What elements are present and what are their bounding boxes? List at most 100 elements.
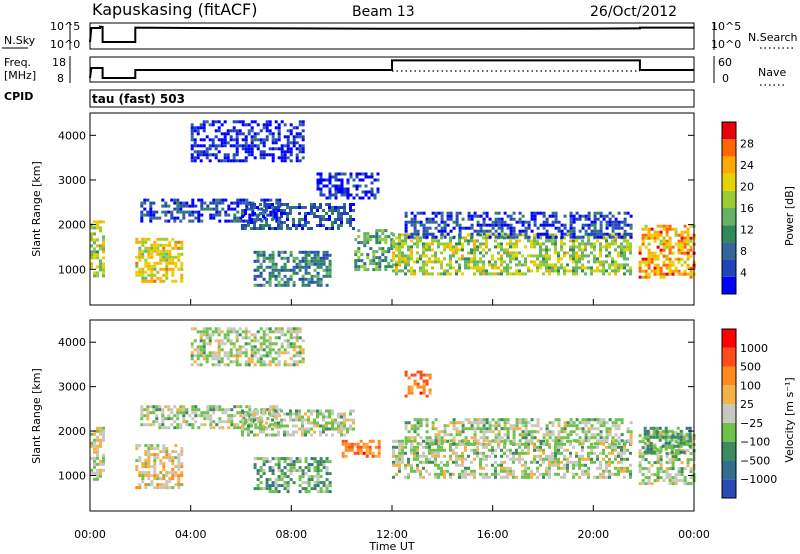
velocity-ytick-label-0: 1000 bbox=[58, 469, 86, 482]
sky-noise-series bbox=[89, 25, 694, 43]
velocity-panel: 1000 2000 3000 4000 Slant Range [km] 1000 50… bbox=[30, 299, 796, 553]
frequency-ylabel-line1: Freq. bbox=[4, 56, 31, 69]
xtick-label-3: 12:00 bbox=[376, 528, 408, 541]
power-cells bbox=[90, 120, 696, 287]
cpid-label: CPID bbox=[4, 90, 33, 103]
time-xticks: 00:00 04:00 08:00 12:00 16:00 20:00 00:00 bbox=[74, 299, 710, 541]
velocity-colorbar-cell-6 bbox=[722, 366, 736, 386]
station-title: Kapuskasing (fitACF) bbox=[92, 0, 257, 19]
cpid-panel: CPID tau (fast) 503 bbox=[4, 89, 695, 108]
power-colorbar-tick-4: 12 bbox=[740, 224, 754, 237]
frequency-tick-bottom: 8 bbox=[57, 72, 64, 85]
sky-noise-right-tick-bottom: 10^0 bbox=[711, 38, 741, 51]
power-ytick-label-2: 3000 bbox=[58, 174, 86, 187]
velocity-colorbar-cell-8 bbox=[722, 329, 736, 348]
power-cluster-9 bbox=[253, 250, 332, 287]
power-cluster-2 bbox=[140, 198, 282, 223]
power-cluster-8 bbox=[190, 120, 305, 163]
velocity-colorbar-label: Velocity [m s⁻¹] bbox=[783, 377, 796, 462]
power-ytick-label-3: 4000 bbox=[58, 129, 86, 142]
power-yticks: 1000 2000 3000 4000 bbox=[58, 129, 694, 276]
velocity-colorbar-cell-7 bbox=[722, 347, 736, 367]
power-cluster-0 bbox=[90, 220, 105, 278]
frequency-right-tick-top: 60 bbox=[718, 56, 732, 69]
power-colorbar-tick-6: 4 bbox=[740, 267, 747, 280]
xtick-label-1: 04:00 bbox=[175, 528, 207, 541]
power-colorbar-cell-2 bbox=[722, 242, 736, 260]
velocity-ylabel: Slant Range [km] bbox=[30, 368, 43, 464]
power-cluster-1 bbox=[135, 237, 184, 283]
velocity-colorbar-tick-3: 25 bbox=[740, 398, 754, 411]
velocity-colorbar-cell-0 bbox=[722, 479, 736, 498]
velocity-cluster-0 bbox=[90, 426, 105, 481]
power-colorbar-frame bbox=[721, 121, 737, 295]
power-colorbar-label: Power [dB] bbox=[783, 186, 796, 246]
sky-noise-series-0-seg-0 bbox=[89, 25, 694, 43]
frequency-right-tick-bottom: 0 bbox=[722, 72, 729, 85]
power-ytick-label-0: 1000 bbox=[58, 263, 86, 276]
velocity-colorbar-tick-6: −500 bbox=[740, 454, 770, 467]
frequency-series-0-seg-0 bbox=[89, 59, 694, 79]
velocity-colorbar-cell-2 bbox=[722, 441, 736, 461]
velocity-ytick-label-1: 2000 bbox=[58, 425, 86, 438]
frequency-right-label: Nave bbox=[758, 66, 786, 79]
sky-noise-tick-top: 10^5 bbox=[50, 20, 80, 33]
power-panel: 1000 2000 3000 4000 Slant Range [km] 28 24 20… bbox=[30, 112, 796, 306]
velocity-colorbar-tick-4: −25 bbox=[740, 417, 763, 430]
velocity-colorbar-tick-2: 100 bbox=[740, 379, 761, 392]
power-colorbar-cell-0 bbox=[722, 276, 736, 294]
beam-title: Beam 13 bbox=[352, 4, 415, 20]
power-colorbar-cell-3 bbox=[722, 225, 736, 243]
velocity-cluster-11 bbox=[404, 370, 432, 398]
power-colorbar-tick-0: 28 bbox=[740, 138, 754, 151]
velocity-cells bbox=[90, 327, 696, 494]
velocity-cluster-9 bbox=[190, 327, 305, 367]
power-cluster-6 bbox=[404, 211, 633, 239]
power-colorbar-cell-6 bbox=[722, 173, 736, 191]
velocity-ytick-label-3: 4000 bbox=[58, 336, 86, 349]
velocity-cluster-3 bbox=[241, 409, 355, 437]
velocity-colorbar-cell-1 bbox=[722, 460, 736, 480]
xtick-label-0: 00:00 bbox=[74, 528, 106, 541]
power-colorbar-tick-5: 8 bbox=[740, 245, 747, 258]
velocity-colorbar-tick-5: −100 bbox=[740, 436, 770, 449]
frequency-ylabel-line2: [MHz] bbox=[4, 69, 36, 82]
velocity-colorbar-tick-1: 500 bbox=[740, 361, 761, 374]
power-cluster-3 bbox=[241, 203, 355, 230]
velocity-colorbar-frame bbox=[721, 328, 737, 499]
xtick-label-5: 20:00 bbox=[577, 528, 609, 541]
power-ylabel: Slant Range [km] bbox=[30, 161, 43, 257]
cpid-annotation: tau (fast) 503 bbox=[92, 92, 185, 106]
velocity-cluster-2 bbox=[140, 405, 282, 430]
xtick-label-6: 00:00 bbox=[678, 528, 710, 541]
power-ytick-label-1: 2000 bbox=[58, 219, 86, 232]
power-cluster-5 bbox=[392, 233, 632, 276]
time-xlabel: Time UT bbox=[368, 540, 414, 553]
power-cluster-4 bbox=[354, 229, 394, 272]
velocity-cluster-5 bbox=[392, 439, 632, 479]
velocity-ytick-label-2: 3000 bbox=[58, 381, 86, 394]
frequency-tick-top: 18 bbox=[52, 56, 66, 69]
frequency-series bbox=[89, 59, 694, 79]
power-colorbar-tick-1: 24 bbox=[740, 159, 754, 172]
velocity-colorbar-cell-5 bbox=[722, 385, 736, 405]
power-colorbar: 28 24 20 16 12 8 4 bbox=[721, 121, 754, 295]
sky-noise-right-tick-top: 10^5 bbox=[711, 20, 741, 33]
velocity-yticks: 1000 2000 3000 4000 bbox=[58, 336, 694, 482]
power-colorbar-cell-8 bbox=[722, 139, 736, 157]
power-colorbar-cell-7 bbox=[722, 156, 736, 174]
cpid-frame bbox=[89, 89, 695, 108]
sky-noise-right-label: N.Search bbox=[748, 31, 798, 44]
velocity-colorbar-cell-4 bbox=[722, 404, 736, 423]
velocity-frame bbox=[89, 319, 695, 512]
velocity-cluster-1 bbox=[135, 444, 184, 490]
power-colorbar-tick-3: 16 bbox=[740, 202, 754, 215]
sky-noise-tick-bottom: 10^0 bbox=[50, 38, 80, 51]
velocity-colorbar: 1000 500 100 25 −25 −100 −500 −1000 bbox=[721, 328, 777, 499]
sky-noise-ylabel: N.Sky bbox=[4, 34, 36, 47]
sky-noise-panel: N.Sky 10^5 10^0 10^5 10^0 N.Search bbox=[2, 20, 798, 51]
power-cluster-7 bbox=[638, 224, 696, 279]
xtick-label-4: 16:00 bbox=[477, 528, 509, 541]
power-colorbar-cell-4 bbox=[722, 208, 736, 226]
